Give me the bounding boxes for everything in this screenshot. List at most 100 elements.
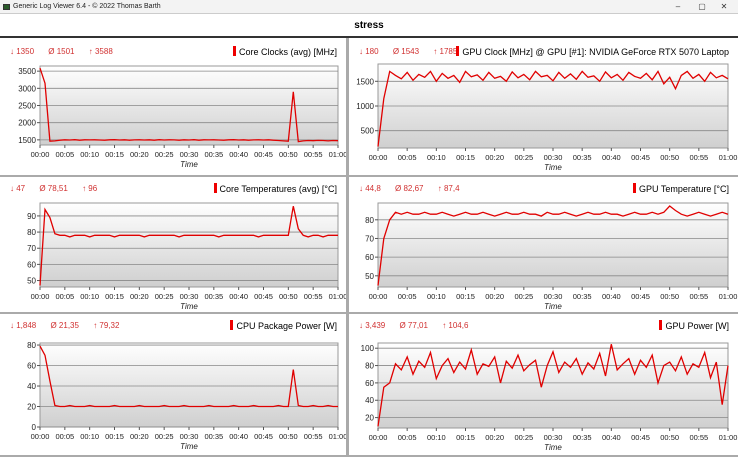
min-value: ↓ 44,8: [359, 184, 381, 193]
x-tick-label: 00:50: [279, 432, 298, 441]
x-tick-label: 00:25: [155, 150, 174, 159]
legend-swatch: [633, 183, 637, 193]
x-tick-label: 00:20: [485, 433, 504, 442]
x-tick-label: 00:25: [155, 292, 174, 301]
x-tick-label: 00:20: [485, 292, 504, 301]
x-tick-label: 01:00: [329, 150, 346, 159]
x-tick-label: 00:20: [485, 153, 504, 162]
series-line: [377, 205, 729, 286]
x-tick-label: 00:55: [689, 292, 708, 301]
x-tick-label: 00:30: [180, 150, 199, 159]
chart-panel: ↓ 180 Ø 1543 ↑ 1785 GPU Clock [MHz] @ GP…: [349, 40, 738, 177]
x-tick-label: 00:25: [514, 433, 533, 442]
maximize-button[interactable]: ▢: [698, 2, 706, 11]
y-tick-label: 2000: [18, 119, 36, 128]
x-tick-label: 00:00: [31, 150, 50, 159]
chart-plot: 50 60 70 80 00:00 00:05 00:10 00:15 00:20 00:25 00…: [365, 202, 737, 311]
chart-panel: ↓ 1,848 Ø 21,35 ↑ 79,32 CPU Package Powe…: [0, 314, 346, 457]
x-tick-label: 00:40: [602, 292, 621, 301]
x-tick-label: 00:40: [602, 153, 621, 162]
title-bar: Generic Log Viewer 6.4 - © 2022 Thomas B…: [0, 0, 738, 14]
max-value: ↑ 104,6: [442, 321, 469, 330]
chart-panel: ↓ 44,8 Ø 82,67 ↑ 87,4 GPU Temperature [°…: [349, 177, 738, 314]
y-tick-label: 60: [365, 253, 374, 262]
legend-swatch: [230, 320, 234, 330]
x-tick-label: 00:05: [55, 292, 74, 301]
x-tick-label: 00:45: [254, 150, 273, 159]
x-tick-label: 00:50: [660, 292, 679, 301]
x-tick-label: 00:15: [105, 150, 124, 159]
series-line: [377, 344, 729, 427]
x-tick-label: 00:05: [55, 432, 74, 441]
minimize-button[interactable]: –: [675, 2, 681, 11]
legend-swatch: [659, 320, 663, 330]
x-axis-label: Time: [180, 302, 198, 311]
x-tick-label: 00:00: [369, 433, 388, 442]
y-tick-label: 60: [27, 362, 36, 371]
y-tick-label: 50: [365, 272, 374, 281]
avg-value: Ø 1501: [48, 47, 75, 56]
x-tick-label: 00:45: [631, 292, 650, 301]
x-tick-label: 00:10: [80, 292, 99, 301]
plot-area: [39, 342, 339, 428]
x-tick-label: 00:00: [31, 432, 50, 441]
panel-divider[interactable]: [346, 38, 349, 457]
x-tick-label: 00:35: [573, 433, 592, 442]
legend-swatch: [232, 46, 236, 56]
y-tick-label: 70: [27, 244, 36, 253]
chart-title-text: Core Clocks (avg) [MHz]: [238, 47, 337, 57]
x-tick-label: 00:25: [514, 292, 533, 301]
x-tick-label: 00:20: [130, 150, 149, 159]
max-value: ↑ 87,4: [437, 184, 460, 193]
x-tick-label: 00:10: [427, 292, 446, 301]
x-tick-label: 00:10: [427, 433, 446, 442]
y-tick-label: 3000: [18, 84, 36, 93]
chart-plot: 1500 2000 2500 3000 3500 00:00 00:05 00:10 00:15…: [18, 65, 346, 169]
y-tick-label: 100: [361, 344, 375, 353]
x-tick-label: 00:00: [369, 153, 388, 162]
x-tick-label: 00:35: [204, 150, 223, 159]
y-tick-label: 3500: [18, 67, 36, 76]
app-icon: [3, 4, 10, 10]
x-tick-label: 00:55: [304, 292, 323, 301]
x-tick-label: 00:15: [105, 432, 124, 441]
x-tick-label: 00:20: [130, 292, 149, 301]
x-tick-label: 00:30: [180, 292, 199, 301]
y-tick-label: 20: [27, 403, 36, 412]
chart-title: CPU Package Power [W]: [230, 320, 337, 331]
x-axis-label: Time: [544, 302, 562, 311]
x-tick-label: 00:45: [254, 432, 273, 441]
x-axis-label: Time: [544, 163, 562, 172]
series-line: [377, 70, 729, 147]
y-tick-label: 1500: [18, 136, 36, 145]
avg-value: Ø 21,35: [50, 321, 79, 330]
chart-title-text: Core Temperatures (avg) [°C]: [219, 184, 337, 194]
series-line: [39, 345, 338, 408]
max-value: ↑ 79,32: [93, 321, 120, 330]
stats: ↓ 1350 Ø 1501 ↑ 3588: [10, 47, 125, 56]
x-tick-label: 00:35: [204, 292, 223, 301]
x-tick-label: 00:30: [544, 153, 563, 162]
chart-title: Core Clocks (avg) [MHz]: [232, 46, 337, 57]
x-tick-label: 01:00: [329, 432, 346, 441]
x-tick-label: 00:40: [602, 433, 621, 442]
x-axis-label: Time: [180, 442, 198, 451]
x-tick-label: 00:05: [398, 292, 417, 301]
y-tick-label: 80: [27, 228, 36, 237]
x-tick-label: 00:35: [573, 292, 592, 301]
x-tick-label: 00:35: [204, 432, 223, 441]
x-tick-label: 00:25: [514, 153, 533, 162]
avg-value: Ø 78,51: [39, 184, 68, 193]
min-value: ↓ 1,848: [10, 321, 37, 330]
x-tick-label: 00:40: [229, 150, 248, 159]
x-tick-label: 01:00: [719, 433, 738, 442]
stats: ↓ 47 Ø 78,51 ↑ 96: [10, 184, 109, 193]
max-value: ↑ 1785: [433, 47, 458, 56]
window-title: Generic Log Viewer 6.4 - © 2022 Thomas B…: [13, 3, 161, 10]
y-tick-label: 1500: [356, 77, 374, 86]
x-axis-label: Time: [544, 443, 562, 452]
close-button[interactable]: ✕: [720, 2, 728, 11]
chart-plot: 500 1000 1500 00:00 00:05 00:10 00:15 00:20 00:2…: [356, 63, 737, 172]
x-tick-label: 00:30: [180, 432, 199, 441]
stats: ↓ 3,439 Ø 77,01 ↑ 104,6: [359, 321, 480, 330]
